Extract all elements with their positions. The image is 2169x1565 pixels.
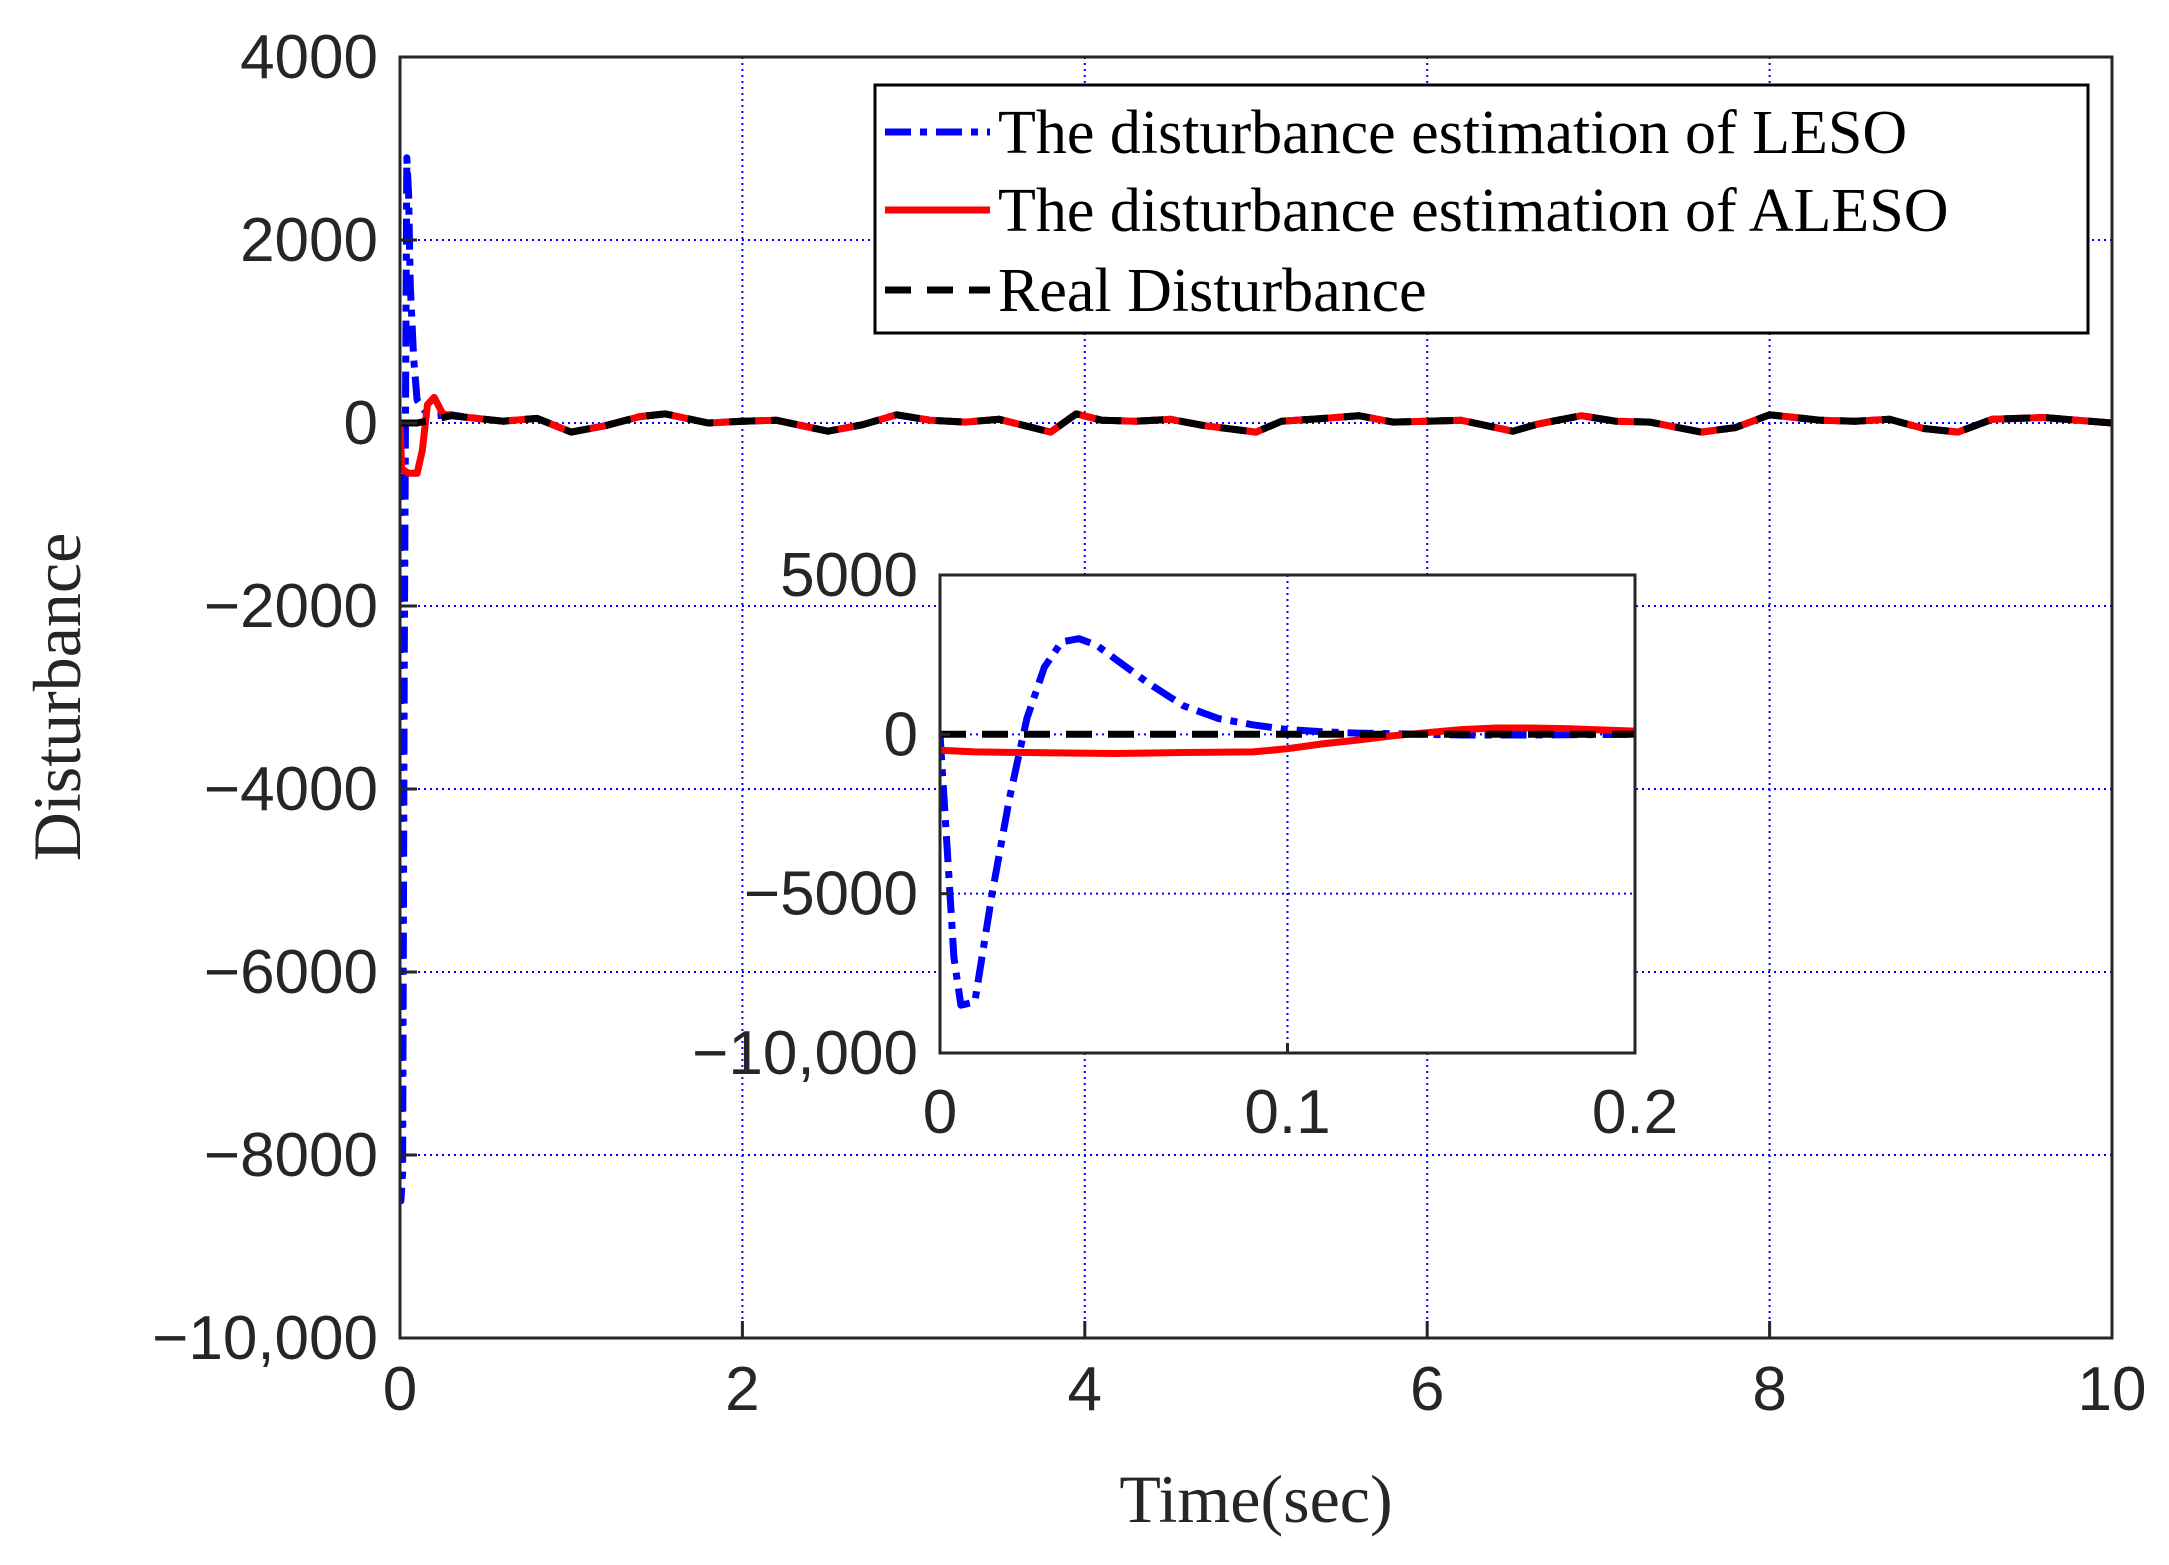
main-x-tick-label: 0	[383, 1355, 417, 1424]
main-y-tick-label: −2000	[204, 572, 378, 641]
inset-x-ticks: 0 0.1 0.2	[923, 1043, 1678, 1147]
inset-grid	[940, 575, 1635, 1053]
main-x-tick-label: 8	[1752, 1355, 1786, 1424]
main-axes-frame	[398, 55, 2114, 1340]
inset-series-line-1	[940, 724, 1635, 757]
inset-y-tick-label: −5000	[744, 860, 918, 929]
main-x-tick-label: 2	[725, 1355, 759, 1424]
main-x-tick-label: 4	[1068, 1355, 1102, 1424]
main-x-ticks: 0 2 4 6 8 10	[383, 1321, 2147, 1424]
legend-label-leso: The disturbance estimation of LESO	[998, 99, 1907, 167]
x-axis-title: Time(sec)	[1119, 1461, 1392, 1537]
main-y-ticks: −10,000 −8000 −6000 −4000 −2000 0 2000 4000	[152, 23, 417, 1373]
main-y-tick-label: 4000	[240, 23, 378, 92]
main-x-tick-label: 6	[1410, 1355, 1444, 1424]
main-y-tick-label: −10,000	[152, 1304, 378, 1373]
inset-plot-area	[940, 575, 1635, 1053]
main-series-group	[400, 154, 2112, 1205]
main-y-tick-label: 0	[344, 389, 378, 458]
legend: The disturbance estimation of LESO The d…	[873, 83, 2090, 335]
legend-label-aleso: The disturbance estimation of ALESO	[998, 177, 1948, 245]
main-series-line-2	[400, 410, 2112, 436]
inset-y-tick-label: 0	[884, 700, 918, 769]
main-y-tick-label: 2000	[240, 206, 378, 275]
inset-series-group	[940, 635, 1635, 1009]
inset-x-tick-label: 0.1	[1244, 1078, 1330, 1147]
legend-label-real: Real Disturbance	[998, 257, 1427, 325]
main-x-tick-label: 10	[2078, 1355, 2147, 1424]
inset-series-line-0	[940, 635, 1635, 1009]
inset-y-tick-label: 5000	[780, 541, 918, 610]
inset-y-tick-label: −10,000	[692, 1019, 918, 1088]
main-y-tick-label: −4000	[204, 755, 378, 824]
inset-axes: 0 0.1 0.2 −10,000 −5000 0 5000	[692, 541, 1678, 1147]
y-axis-title: Disturbance	[19, 533, 95, 862]
legend-box	[873, 83, 2090, 335]
main-y-tick-label: −6000	[204, 938, 378, 1007]
inset-x-tick-label: 0.2	[1592, 1078, 1678, 1147]
main-y-tick-label: −8000	[204, 1121, 378, 1190]
inset-y-ticks: −10,000 −5000 0 5000	[692, 541, 950, 1088]
inset-x-tick-label: 0	[923, 1078, 957, 1147]
